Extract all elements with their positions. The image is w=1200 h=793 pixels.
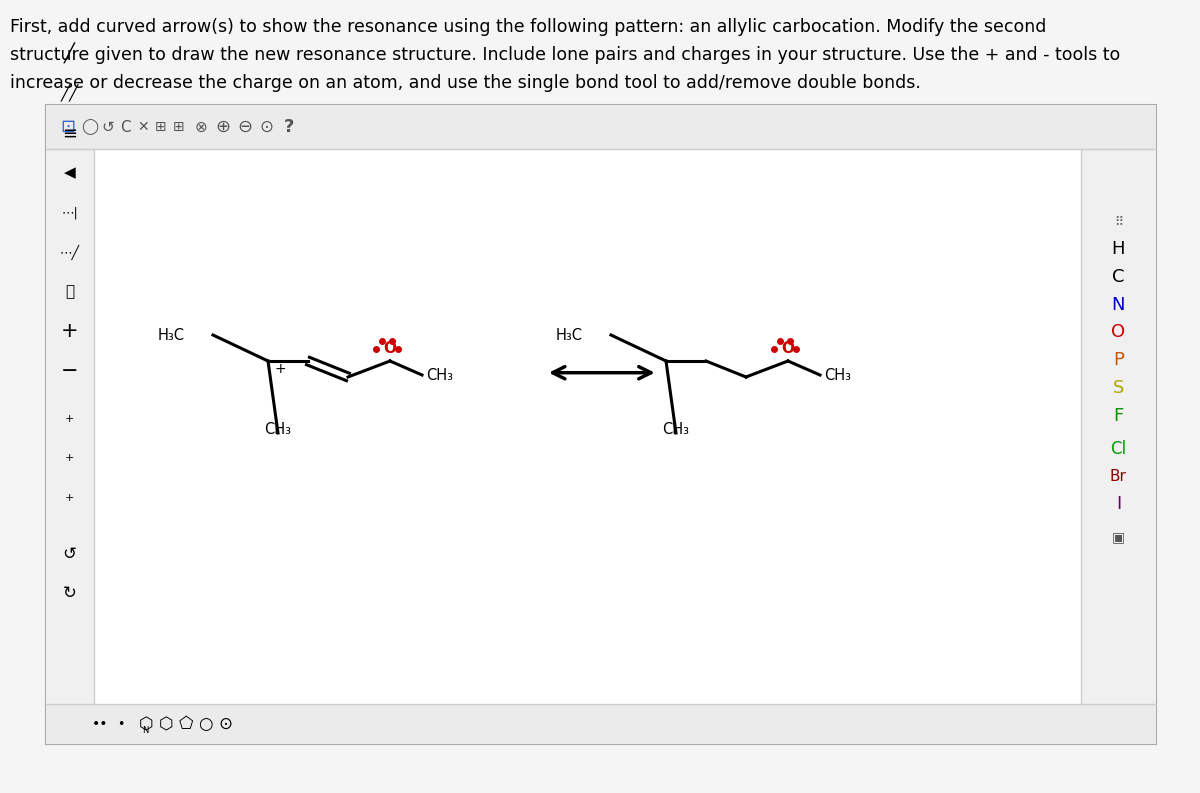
Text: S: S — [1112, 379, 1124, 396]
Text: P: P — [1112, 351, 1124, 369]
Bar — [46, 105, 1156, 744]
Text: ↺: ↺ — [101, 120, 114, 135]
Text: •: • — [116, 718, 125, 730]
Text: ⊞: ⊞ — [173, 121, 185, 134]
Text: ••: •• — [92, 717, 109, 731]
Text: C: C — [1112, 268, 1124, 285]
Text: F: F — [1114, 407, 1123, 424]
Text: I: I — [1116, 496, 1121, 513]
Text: ○: ○ — [198, 715, 212, 733]
Text: +: + — [65, 493, 74, 503]
Text: ⊗: ⊗ — [194, 120, 206, 135]
Text: First, add curved arrow(s) to show the resonance using the following pattern: an: First, add curved arrow(s) to show the r… — [10, 18, 1046, 36]
Text: 〜: 〜 — [65, 285, 74, 299]
Text: ⊙: ⊙ — [218, 715, 233, 733]
Text: ╱╱: ╱╱ — [60, 85, 79, 102]
Text: ╱: ╱ — [64, 44, 76, 64]
Text: C: C — [120, 120, 131, 135]
Text: H₃C: H₃C — [556, 328, 583, 343]
Text: ⊡: ⊡ — [60, 118, 76, 136]
Text: O: O — [1111, 324, 1126, 341]
Text: ⬠: ⬠ — [179, 715, 193, 733]
Bar — [46, 149, 94, 704]
Text: −: − — [61, 361, 78, 381]
Text: ◯: ◯ — [82, 119, 98, 136]
Text: +: + — [274, 362, 286, 376]
Text: CH₃: CH₃ — [426, 367, 454, 382]
Bar — [46, 105, 1156, 149]
Text: ↺: ↺ — [62, 545, 77, 562]
Text: Cl: Cl — [1110, 440, 1127, 458]
Text: ✕: ✕ — [137, 121, 149, 134]
Text: ⊖: ⊖ — [238, 118, 252, 136]
Text: H: H — [1111, 240, 1126, 258]
Text: ⠿: ⠿ — [1114, 215, 1123, 228]
Text: ⊕: ⊕ — [215, 118, 230, 136]
Text: +: + — [65, 454, 74, 463]
Text: N: N — [143, 726, 149, 734]
Text: ↻: ↻ — [62, 584, 77, 602]
Text: ⋯╱: ⋯╱ — [60, 244, 79, 260]
Text: ⬡: ⬡ — [158, 715, 173, 733]
Text: O: O — [384, 341, 396, 356]
Text: Br: Br — [1110, 469, 1127, 484]
Text: ≡: ≡ — [62, 125, 77, 142]
Text: N: N — [1111, 296, 1126, 313]
Text: ⬡: ⬡ — [138, 715, 152, 733]
Text: ⊙: ⊙ — [259, 118, 274, 136]
Text: CH₃: CH₃ — [264, 422, 292, 437]
Text: ◀: ◀ — [64, 166, 76, 180]
Text: CH₃: CH₃ — [662, 422, 690, 437]
Text: structure given to draw the new resonance structure. Include lone pairs and char: structure given to draw the new resonanc… — [10, 46, 1121, 64]
Text: +: + — [65, 414, 74, 423]
Bar — [1081, 149, 1156, 704]
Text: ▣: ▣ — [1112, 531, 1124, 545]
Text: ?: ? — [283, 118, 294, 136]
Text: increase or decrease the charge on an atom, and use the single bond tool to add/: increase or decrease the charge on an at… — [10, 74, 920, 92]
Bar — [46, 704, 1156, 744]
Text: ⋯|: ⋯| — [61, 206, 78, 219]
Text: ⊞: ⊞ — [155, 121, 167, 134]
Text: O: O — [781, 341, 794, 356]
Text: H₃C: H₃C — [158, 328, 185, 343]
Text: +: + — [61, 321, 78, 342]
Text: CH₃: CH₃ — [824, 367, 851, 382]
